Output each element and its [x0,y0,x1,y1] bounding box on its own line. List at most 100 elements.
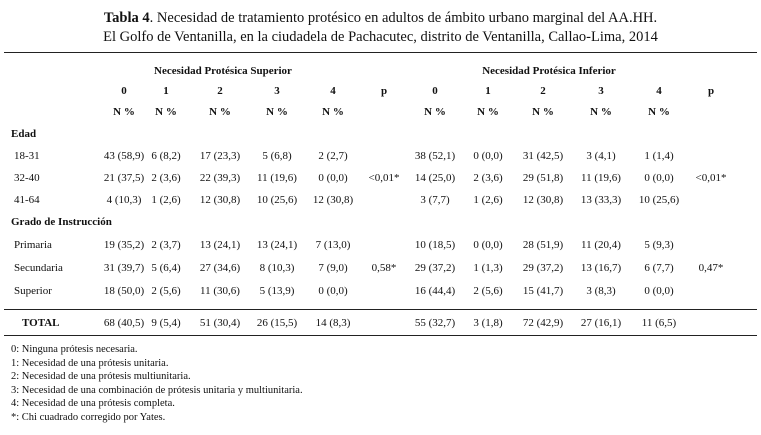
caption-line-2: El Golfo de Ventanilla, en la ciudadela … [103,29,658,45]
table-cell-inf: 6 (7,7) [644,262,674,274]
total-cell-inf: 3 (1,8) [473,317,503,329]
top-rule [4,52,757,53]
table-cell-sup: 2 (3,7) [151,239,181,251]
table-cell-sup: 6 (8,2) [151,150,181,162]
table-cell-sup: 0 (0,0) [318,172,348,184]
table-cell-inf: 1 (1,3) [473,262,503,274]
table-notes: 0: Ninguna prótesis necesaria. 1: Necesi… [11,343,303,425]
table-cell-inf: 5 (9,3) [644,239,674,251]
header-unit-inf-0: N % [424,106,446,118]
header-level-sup-2: 2 [217,85,223,97]
section-title: Edad [11,128,37,140]
table-cell-inf: 14 (25,0) [414,172,456,184]
total-label: TOTAL [22,317,60,329]
p-value-inf: <0,01* [695,172,727,184]
header-superior: Necesidad Protésica Superior [154,65,292,77]
table-cell-inf: 11 (19,6) [581,172,621,184]
header-p-sup: p [380,85,388,97]
total-cell-sup: 26 (15,5) [256,317,298,329]
table-cell-sup: 43 (58,9) [103,150,145,162]
note-0: 0: Ninguna prótesis necesaria. [11,344,138,355]
table-cell-inf: 28 (51,9) [522,239,564,251]
table-cell-sup: 0 (0,0) [318,285,348,297]
header-unit-inf-3: N % [590,106,612,118]
total-cell-sup: 68 (40,5) [103,317,145,329]
p-value-inf: 0,47* [698,262,724,274]
table-cell-sup: 13 (24,1) [199,239,241,251]
row-label: 41-64 [14,194,40,206]
total-cell-inf: 55 (32,7) [414,317,456,329]
total-cell-sup: 9 (5,4) [151,317,181,329]
table-cell-inf: 15 (41,7) [522,285,564,297]
header-inferior: Necesidad Protésica Inferior [482,65,616,77]
header-level-sup-1: 1 [163,85,169,97]
caption-label: Tabla 4 [103,10,150,26]
total-cell-inf: 72 (42,9) [522,317,564,329]
table-cell-sup: 11 (19,6) [257,172,297,184]
row-label: Secundaria [14,262,63,274]
table-cell-inf: 1 (1,4) [644,150,674,162]
table-cell-sup: 22 (39,3) [199,172,241,184]
table-cell-sup: 27 (34,6) [199,262,241,274]
note-1: 1: Necesidad de una prótesis unitaria. [11,357,169,369]
header-unit-sup-3: N % [266,106,288,118]
table-cell-sup: 1 (2,6) [151,194,181,206]
table-cell-sup: 2 (2,7) [318,150,348,162]
note-4: 4: Necesidad de una prótesis completa. [11,398,175,410]
table-cell-inf: 16 (44,4) [414,285,456,297]
table-cell-inf: 0 (0,0) [473,239,503,251]
table-cell-sup: 7 (13,0) [315,239,351,251]
table-cell-sup: 5 (6,8) [262,150,292,162]
table-cell-sup: 18 (50,0) [103,285,145,297]
table-cell-sup: 5 (13,9) [259,285,295,297]
row-label: 18-31 [14,150,40,162]
header-unit-inf-4: N % [648,106,670,118]
header-level-sup-4: 4 [330,85,336,97]
table-cell-sup: 13 (24,1) [256,239,298,251]
table-cell-inf: 31 (42,5) [522,150,564,162]
table-cell-inf: 10 (25,6) [638,194,680,206]
table-cell-inf: 0 (0,0) [644,285,674,297]
header-level-sup-0: 0 [121,85,127,97]
row-label: Superior [14,285,52,297]
table-cell-sup: 11 (30,6) [200,285,240,297]
note-3: 3: Necesidad de una combinación de próte… [11,384,303,396]
table-cell-inf: 3 (7,7) [420,194,450,206]
table-cell-sup: 7 (9,0) [318,262,348,274]
caption-text: . Necesidad de tratamiento protésico en … [149,10,658,26]
table-cell-sup: 4 (10,3) [106,194,142,206]
p-value-sup: 0,58* [371,262,397,274]
bottom-rule [4,335,757,336]
table-cell-inf: 11 (20,4) [581,239,621,251]
header-level-sup-3: 3 [274,85,280,97]
p-value-sup: <0,01* [368,172,400,184]
table-cell-inf: 0 (0,0) [644,172,674,184]
header-p-inf: p [707,85,715,97]
header-unit-sup-0: N % [113,106,135,118]
table-cell-sup: 31 (39,7) [103,262,145,274]
note-5: *: Chi cuadrado corregido por Yates. [11,411,166,423]
table-cell-inf: 10 (18,5) [414,239,456,251]
table-cell-inf: 0 (0,0) [473,150,503,162]
table-cell-inf: 29 (37,2) [522,262,564,274]
table-cell-sup: 17 (23,3) [199,150,241,162]
header-level-inf-0: 0 [432,85,438,97]
table-cell-inf: 12 (30,8) [522,194,564,206]
header-unit-inf-1: N % [477,106,499,118]
table-cell-sup: 12 (30,8) [199,194,241,206]
table-cell-inf: 29 (51,8) [522,172,564,184]
table-cell-sup: 8 (10,3) [259,262,295,274]
row-label: Primaria [14,239,52,251]
table-cell-sup: 2 (3,6) [151,172,181,184]
table-cell-inf: 2 (5,6) [473,285,503,297]
table-cell-sup: 2 (5,6) [151,285,181,297]
header-level-inf-3: 3 [598,85,604,97]
header-unit-sup-1: N % [155,106,177,118]
total-cell-inf: 27 (16,1) [580,317,622,329]
table-cell-sup: 5 (6,4) [151,262,181,274]
header-unit-sup-2: N % [209,106,231,118]
total-cell-sup: 51 (30,4) [199,317,241,329]
row-label: 32-40 [14,172,40,184]
table-cell-sup: 21 (37,5) [103,172,145,184]
table-cell-sup: 19 (35,2) [103,239,145,251]
